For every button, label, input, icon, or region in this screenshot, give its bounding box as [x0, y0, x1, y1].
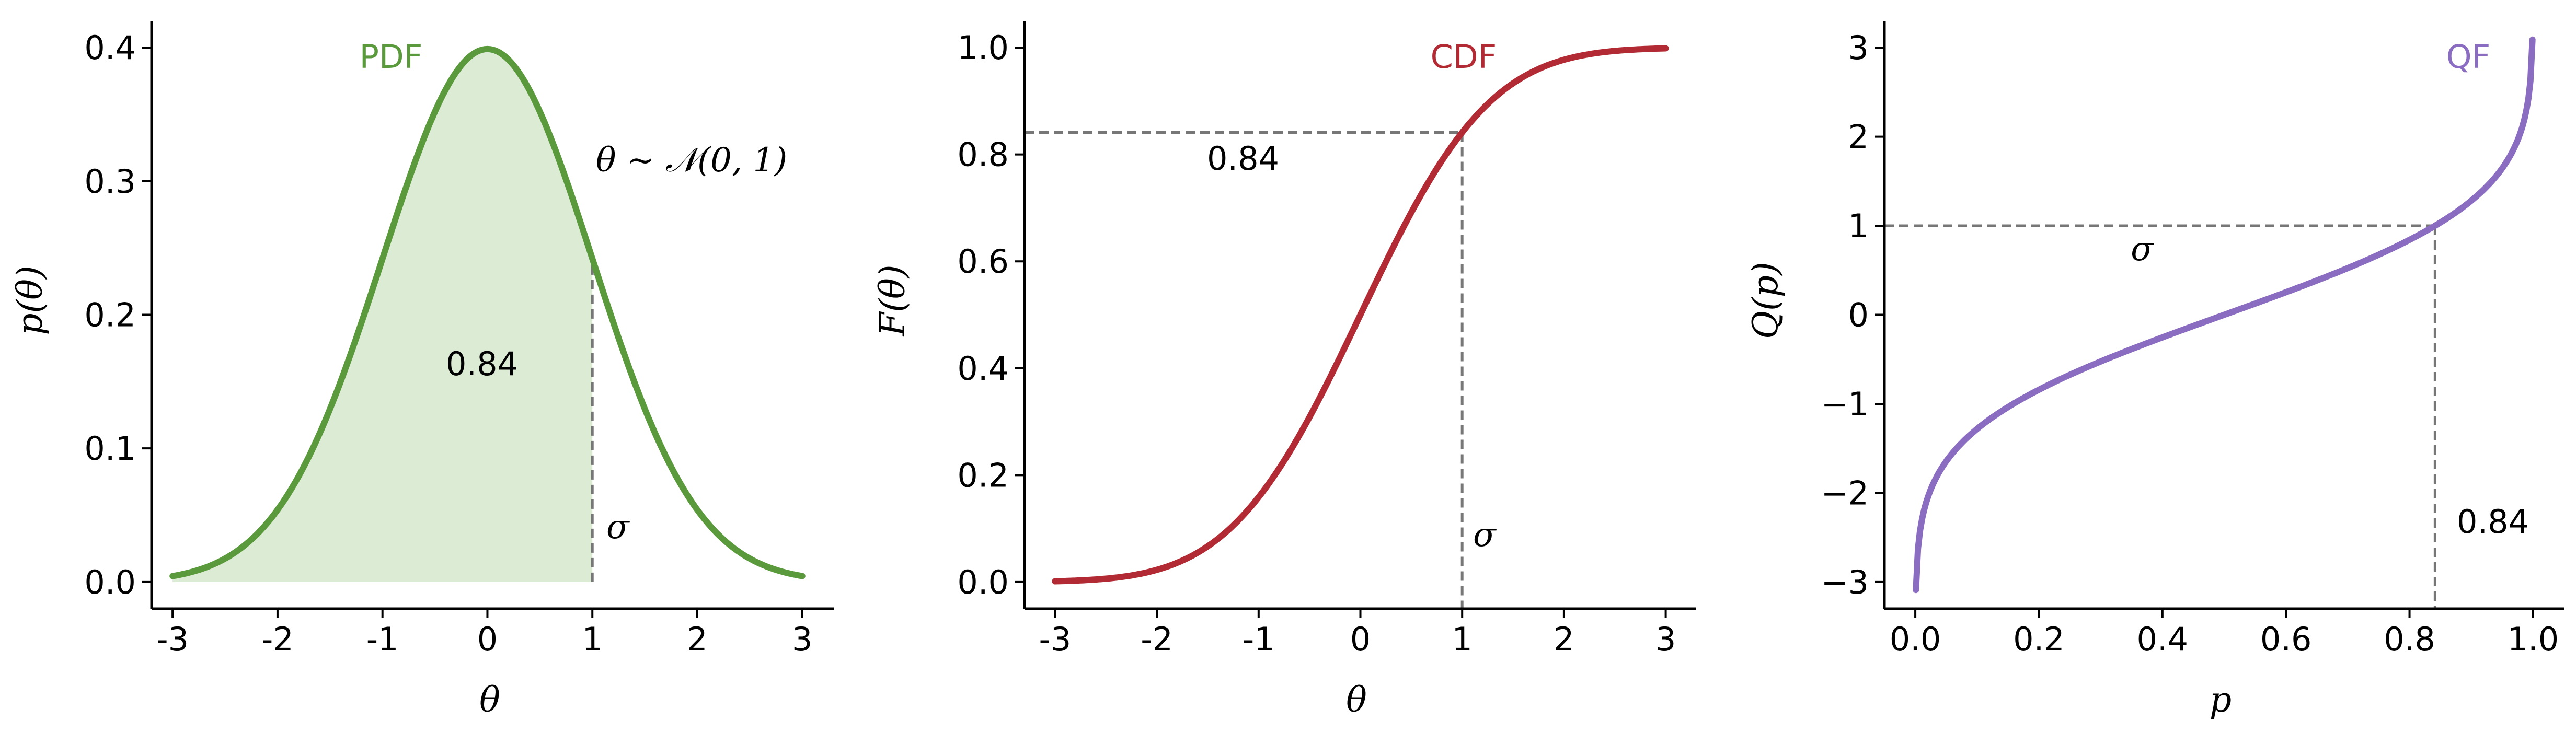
qf-axes: 0.0 0.2 0.4 0.6 0.8 1.0 −3 −2 −1 0 1 2 3	[1821, 21, 2564, 658]
pdf-x-tick-label: -2	[261, 620, 294, 658]
cdf-x-tick-label: -2	[1141, 620, 1173, 658]
cdf-x-tick-label: 3	[1655, 620, 1676, 658]
pdf-x-axis-label: θ	[479, 680, 500, 720]
cdf-x-tick-label: 0	[1350, 620, 1371, 658]
qf-y-tick-label: 1	[1848, 207, 1869, 245]
qf-panel: 0.0 0.2 0.4 0.6 0.8 1.0 −3 −2 −1 0 1 2 3 QF σ 0.84 p…	[1745, 21, 2564, 720]
qf-y-tick-label: −3	[1821, 563, 1869, 601]
pdf-x-tick-label: -3	[156, 620, 189, 658]
cdf-y-tick-label: 0.2	[957, 456, 1009, 494]
pdf-curve-label: PDF	[360, 38, 423, 76]
pdf-y-tick-label: 0.3	[84, 162, 136, 201]
pdf-panel: -3 -2 -1 0 1 2 3 0.0 0.1 0.2 0.3 0.4 PDF 0.84 θ ~ 𝒩…	[10, 21, 834, 720]
cdf-y-axis-label: F(θ)	[872, 264, 913, 336]
cdf-panel: -3 -2 -1 0 1 2 30.00.20.40.60.81.0 CDF 0.84 σ …	[872, 21, 1696, 720]
pdf-y-axis-label: p(θ)	[10, 265, 50, 335]
qf-y-tick-label: 3	[1848, 29, 1869, 67]
cdf-y-tick-label: 1.0	[957, 29, 1009, 67]
qf-x-tick-label: 1.0	[2508, 620, 2559, 658]
pdf-y-tick-label: 0.0	[84, 563, 136, 601]
qf-x-tick-label: 0.0	[1890, 620, 1941, 658]
cdf-curve-label: CDF	[1431, 38, 1497, 76]
cdf-sigma-annotation: σ	[1473, 516, 1497, 554]
cdf-y-tick-label: 0.8	[957, 136, 1009, 174]
cdf-value-annotation: 0.84	[1207, 140, 1279, 178]
qf-sigma-annotation: σ	[2131, 230, 2155, 269]
qf-x-tick-label: 0.8	[2384, 620, 2435, 658]
qf-curve	[1913, 36, 2536, 594]
cdf-curve	[1052, 45, 1669, 585]
pdf-distribution-annotation: θ ~ 𝒩(0, 1)	[596, 141, 787, 180]
pdf-curve	[169, 45, 806, 579]
qf-x-axis-label: p	[2210, 680, 2232, 720]
cdf-x-tick-label: -1	[1243, 620, 1275, 658]
qf-y-tick-label: 0	[1848, 296, 1869, 334]
pdf-x-tick-label: 0	[477, 620, 498, 658]
cdf-y-tick-label: 0.6	[957, 242, 1009, 281]
qf-y-tick-label: 2	[1848, 118, 1869, 156]
qf-y-tick-label: −2	[1821, 474, 1869, 512]
qf-y-tick-label: −1	[1821, 385, 1869, 423]
pdf-y-tick-label: 0.1	[84, 429, 136, 468]
qf-x-tick-label: 0.4	[2137, 620, 2189, 658]
pdf-x-tick-label: 1	[582, 620, 603, 658]
pdf-y-tick-label: 0.2	[84, 296, 136, 334]
cdf-y-tick-label: 0.4	[957, 350, 1009, 388]
qf-x-tick-label: 0.2	[2013, 620, 2065, 658]
qf-value-annotation: 0.84	[2457, 503, 2529, 541]
cdf-x-tick-label: 1	[1452, 620, 1472, 658]
cdf-axes: -3 -2 -1 0 1 2 3 0.0 0.2 0.4 0.6 0.8 1.0	[957, 21, 1696, 658]
cdf-x-axis-label: θ	[1346, 680, 1367, 720]
pdf-area-annotation: 0.84	[446, 345, 518, 383]
pdf-axes: -3 -2 -1 0 1 2 3 0.0 0.1 0.2 0.3 0.4	[84, 21, 834, 658]
cdf-x-tick-label: 2	[1554, 620, 1574, 658]
pdf-y-tick-label: 0.4	[84, 29, 136, 67]
pdf-shaded-area	[172, 49, 593, 582]
pdf-sigma-annotation: σ	[606, 508, 630, 547]
qf-x-tick-label: 0.6	[2260, 620, 2312, 658]
pdf-x-tick-label: -1	[366, 620, 399, 658]
cdf-x-tick-label: -3	[1039, 620, 1071, 658]
pdf-x-tick-label: 3	[792, 620, 812, 658]
qf-curve-label: QF	[2446, 38, 2490, 76]
cdf-y-tick-label: 0.0	[957, 563, 1009, 601]
pdf-x-tick-label: 2	[687, 620, 707, 658]
qf-y-axis-label: Q(p)	[1745, 262, 1786, 339]
